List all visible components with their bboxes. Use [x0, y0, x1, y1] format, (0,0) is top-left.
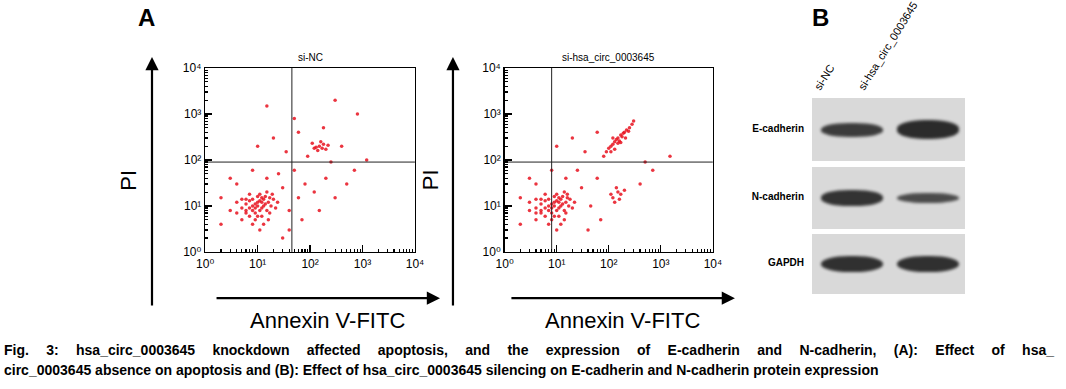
- html-text:si-hsa_circ_0003645: si-hsa_circ_0003645: [855, 0, 920, 92]
- svg-text:10⁰: 10⁰: [496, 257, 514, 271]
- svg-text:10²: 10²: [600, 257, 617, 271]
- svg-text:10²: 10²: [301, 257, 318, 271]
- svg-text:10⁰: 10⁰: [483, 245, 501, 259]
- svg-text:10¹: 10¹: [548, 257, 565, 271]
- svg-text:10⁴: 10⁴: [482, 61, 501, 75]
- html-text:GAPDH: GAPDH: [767, 257, 804, 268]
- html-text:B: B: [812, 4, 830, 31]
- svg-text:10³: 10³: [354, 257, 371, 271]
- svg-text:10⁴: 10⁴: [183, 61, 202, 75]
- html-text:E-cadherin: E-cadherin: [752, 122, 804, 134]
- svg-text:10¹: 10¹: [184, 199, 201, 213]
- html-text:Fig. 3: hsa_circ_0003645 knock: Fig. 3: hsa_circ_0003645 knockdown affec…: [4, 342, 1054, 358]
- svg-text:10²: 10²: [184, 153, 201, 167]
- html-text:A: A: [138, 4, 156, 31]
- svg-text:10³: 10³: [483, 107, 500, 121]
- svg-text:Annexin V-FITC: Annexin V-FITC: [545, 308, 700, 333]
- svg-text:PI: PI: [116, 170, 141, 191]
- svg-text:10³: 10³: [652, 257, 669, 271]
- svg-text:10¹: 10¹: [249, 257, 266, 271]
- svg-text:Annexin V-FITC: Annexin V-FITC: [250, 308, 405, 333]
- svg-text:si-NC: si-NC: [298, 52, 323, 63]
- svg-text:10¹: 10¹: [483, 199, 500, 213]
- html-text:si-NC: si-NC: [811, 62, 837, 92]
- svg-text:10⁴: 10⁴: [704, 257, 723, 271]
- svg-text:10⁴: 10⁴: [406, 257, 425, 271]
- svg-text:10⁰: 10⁰: [183, 245, 201, 259]
- svg-text:10³: 10³: [184, 107, 201, 121]
- html-text:N-cadherin: N-cadherin: [751, 191, 804, 202]
- svg-text:10⁰: 10⁰: [196, 257, 214, 271]
- svg-text:PI: PI: [418, 169, 443, 190]
- svg-text:10²: 10²: [483, 153, 500, 167]
- html-text:circ_0003645 absence on apopto: circ_0003645 absence on apoptosis and (B…: [4, 362, 879, 378]
- svg-text:si-hsa_circ_0003645: si-hsa_circ_0003645: [562, 52, 655, 63]
